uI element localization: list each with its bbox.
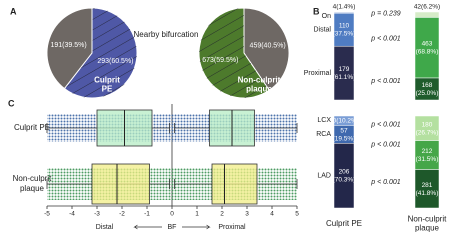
series-label: LAD — [317, 173, 331, 180]
x-tick-label: -3 — [94, 211, 100, 218]
pie-label: Culprit PE — [94, 76, 120, 94]
p-value: p < 0.001 — [370, 179, 400, 186]
bar-segment — [414, 115, 440, 141]
slice-label: 459(40.5%) — [250, 43, 286, 50]
x-category: Culprit PE — [326, 219, 362, 228]
bar-segment — [414, 169, 440, 209]
bar-label: 42(6.2%) — [414, 4, 440, 11]
p-value: p < 0.001 — [370, 36, 400, 43]
panel-letter: C — [8, 98, 15, 108]
annotation: Nearby bifurcation — [134, 30, 199, 39]
bar-label: 4(1.4%) — [333, 4, 356, 11]
x-tick-label: 1 — [195, 211, 199, 218]
box — [91, 163, 150, 205]
y-category: Non-culprit plaque — [13, 174, 52, 193]
x-axis-label: BF — [168, 224, 177, 231]
x-tick-label: -5 — [44, 211, 50, 218]
p-value: p < 0.001 — [370, 142, 400, 149]
pie-label: Non-culprit plaque — [238, 76, 281, 94]
bar-segment — [333, 45, 355, 101]
panel-letter: A — [10, 6, 17, 16]
x-tick-label: -1 — [144, 211, 150, 218]
x-axis-label: Distal — [96, 224, 114, 231]
bar-label: 206 (70.3%) — [333, 168, 356, 183]
series-label: Distal — [313, 27, 331, 34]
series-label: Proximal — [304, 70, 332, 77]
bar-segment — [414, 11, 440, 18]
bar-label: 110 (37.5%) — [333, 22, 356, 37]
x-tick-label: -4 — [69, 211, 75, 218]
bar-segment — [333, 143, 355, 209]
panel-letter: B — [313, 6, 320, 16]
slice-label: 293(60.5%) — [97, 58, 133, 65]
bar-label: 57 (19.5%) — [333, 127, 356, 142]
p-value: p < 0.001 — [370, 78, 400, 85]
bar-label: 463 (68.8%) — [416, 40, 439, 55]
bar-label: 168 (25.0%) — [416, 82, 439, 97]
pie-slice — [46, 7, 93, 90]
bar-segment — [414, 77, 440, 101]
y-category: Culprit PE — [14, 123, 50, 132]
x-tick-label: 4 — [270, 211, 274, 218]
slice-label: 673(59.5%) — [202, 57, 238, 64]
p-value: p = 0.239 — [370, 11, 400, 18]
x-tick-label: 5 — [295, 211, 299, 218]
series-label: LCX — [317, 117, 331, 124]
x-tick-label: 2 — [220, 211, 224, 218]
arrow — [133, 224, 211, 230]
x-axis-label: Proximal — [218, 224, 246, 231]
x-category: Non-culprit plaque — [408, 215, 447, 233]
bar-label: 212 (31.5%) — [416, 148, 439, 163]
x-tick-label: 0 — [170, 211, 174, 218]
series-label: RCA — [316, 131, 331, 138]
box — [211, 163, 258, 205]
bar-segment — [414, 140, 440, 170]
p-value: p < 0.001 — [370, 121, 400, 128]
bar-label: 180 (26.7%) — [416, 121, 439, 136]
slice-label: 191(39.5%) — [50, 42, 86, 49]
x-tick-label: 3 — [245, 211, 249, 218]
x-tick-label: -2 — [119, 211, 125, 218]
series-label: On — [322, 13, 331, 20]
bar-label: 281 (41.8%) — [416, 181, 439, 196]
bar-label: 179 (61.1%) — [333, 66, 356, 81]
bar-label: 30(10.2%) — [329, 117, 359, 124]
